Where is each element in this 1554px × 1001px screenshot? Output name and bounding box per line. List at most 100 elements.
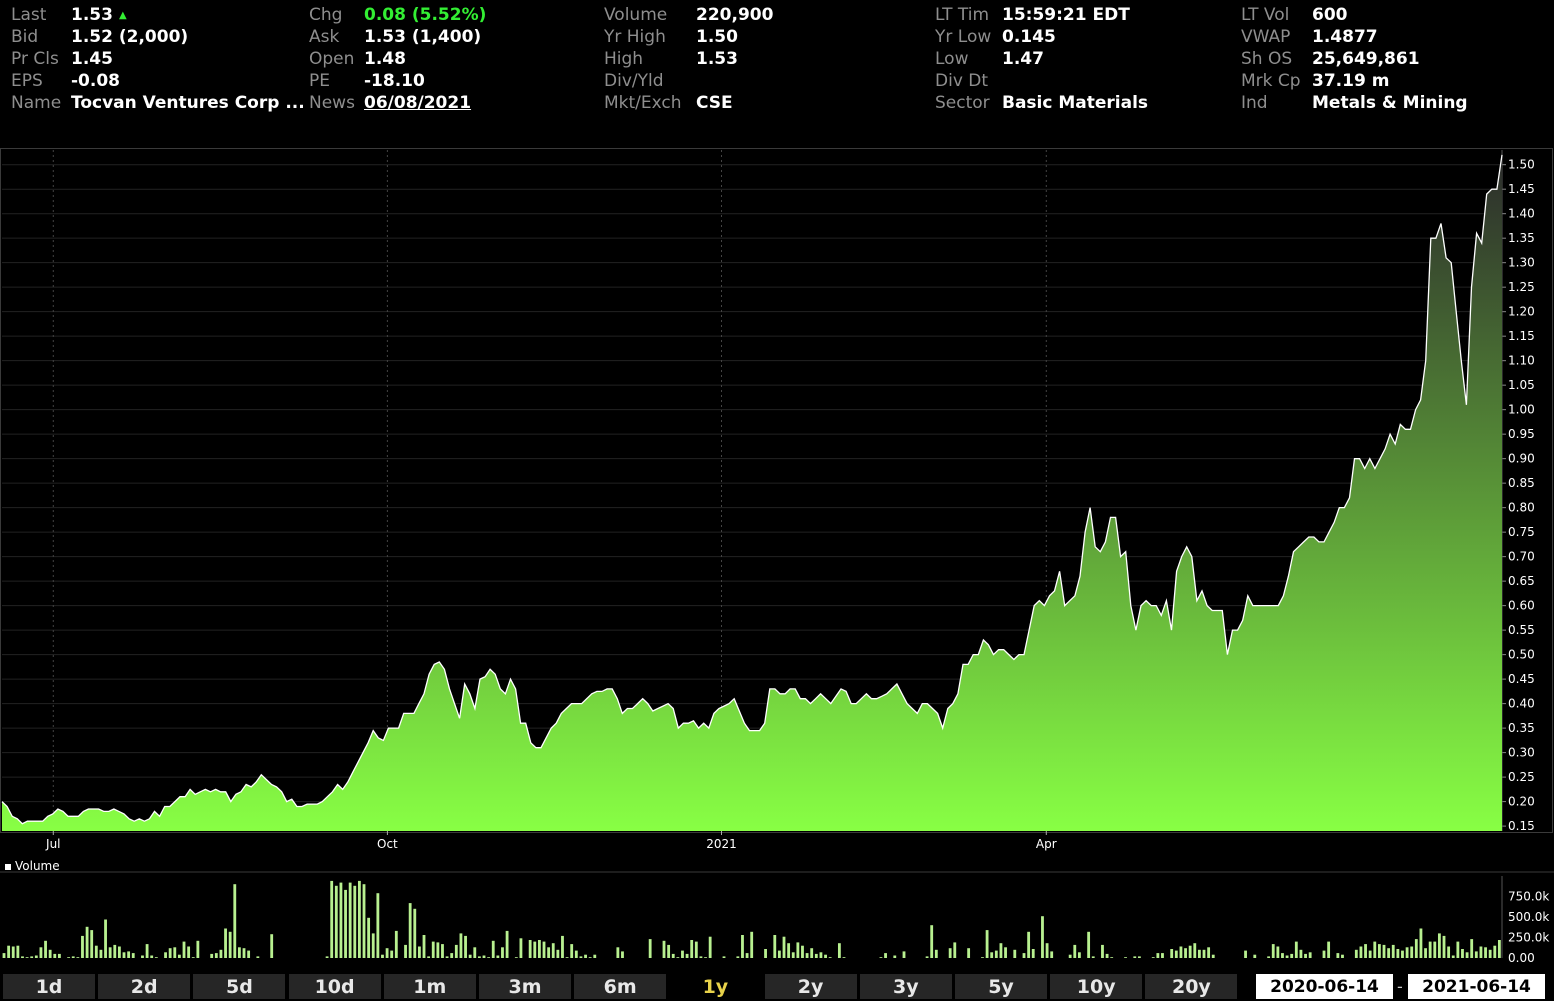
range-button-2y[interactable]: 2y bbox=[764, 974, 857, 999]
volume-bar bbox=[773, 935, 777, 958]
x-tick-label: 2021 bbox=[706, 837, 737, 851]
volume-bar bbox=[1077, 952, 1081, 958]
volume-bar bbox=[1382, 944, 1386, 958]
quote-value: CSE bbox=[696, 93, 733, 113]
volume-bar bbox=[1105, 953, 1109, 958]
volume-bar bbox=[1022, 953, 1026, 958]
quote-market-cap: Mrk Cp 37.19 m bbox=[1241, 70, 1541, 92]
volume-bar bbox=[741, 935, 744, 958]
range-toolbar: 1d 2d 5d 10d 1m 3m 6m 1y 2y 3y 5y 10y 20y 2020-06-14-… bbox=[0, 974, 1554, 999]
volume-bar bbox=[551, 943, 555, 958]
volume-bar bbox=[588, 957, 592, 958]
range-button-3m[interactable]: 3m bbox=[479, 974, 571, 999]
volume-bar bbox=[662, 940, 666, 958]
volume-bar bbox=[1373, 941, 1377, 958]
range-button-10d[interactable]: 10d bbox=[288, 974, 381, 999]
volume-bar bbox=[196, 940, 200, 958]
quote-label: Chg bbox=[309, 5, 343, 25]
price-area bbox=[2, 154, 1502, 831]
quote-label: Low bbox=[935, 49, 969, 69]
volume-legend-swatch bbox=[5, 864, 11, 870]
range-button-20y[interactable]: 20y bbox=[1145, 974, 1238, 999]
volume-bar bbox=[999, 943, 1003, 958]
range-button-3y[interactable]: 3y bbox=[859, 974, 952, 999]
range-button-1m[interactable]: 1m bbox=[383, 974, 476, 999]
volume-bar bbox=[385, 948, 389, 958]
volume-bar bbox=[1410, 946, 1414, 958]
quote-ask: Ask 1.53 (1,400) bbox=[309, 26, 589, 48]
volume-bar bbox=[570, 944, 574, 958]
volume-bar bbox=[348, 882, 352, 958]
y-tick-label: 1.25 bbox=[1508, 280, 1535, 294]
volume-bar bbox=[1484, 947, 1487, 958]
volume-bar bbox=[736, 956, 740, 958]
quote-col-5: LT Vol 600 VWAP 1.4877 Sh OS 25,649,861 Mrk… bbox=[1241, 4, 1541, 114]
volume-bar bbox=[777, 950, 781, 958]
volume-bar bbox=[127, 951, 131, 958]
volume-chart[interactable]: Volume 0.00 250.0k 500.0k 750.0k bbox=[0, 858, 1554, 968]
range-button-2d[interactable]: 2d bbox=[98, 974, 191, 999]
volume-bar bbox=[1110, 957, 1114, 958]
quote-last-trade-volume: LT Vol 600 bbox=[1241, 4, 1541, 26]
volume-bar bbox=[30, 956, 34, 958]
volume-bar bbox=[1308, 952, 1312, 958]
volume-bar bbox=[648, 939, 652, 958]
volume-bar bbox=[708, 936, 712, 958]
volume-bar bbox=[810, 948, 814, 958]
volume-bar bbox=[1447, 946, 1451, 958]
quote-value: 1.47 bbox=[1002, 49, 1044, 69]
quote-col-2: Chg 0.08 (5.52%) Ask 1.53 (1,400) Open 1.48… bbox=[309, 4, 589, 114]
volume-bar bbox=[1276, 946, 1280, 958]
price-chart[interactable]: 0.15 0.20 0.25 0.30 0.35 0.40 0.45 0.50 0.55 0.60… bbox=[0, 148, 1554, 858]
volume-bar bbox=[233, 884, 237, 958]
volume-bar bbox=[150, 955, 154, 958]
quote-header: Last 1.53 ▲ Bid 1.52 (2,000) Pr Cls 1.45 EPS… bbox=[0, 0, 1554, 130]
volume-bar bbox=[242, 948, 246, 958]
range-button-10y[interactable]: 10y bbox=[1050, 974, 1143, 999]
volume-bar bbox=[616, 947, 620, 958]
volume-bar bbox=[699, 956, 703, 958]
y-tick-label: 1.15 bbox=[1508, 329, 1535, 343]
volume-bar bbox=[431, 941, 435, 958]
volume-bar bbox=[1294, 941, 1298, 958]
quote-value: 1.52 (2,000) bbox=[71, 27, 189, 47]
volume-bar bbox=[131, 953, 135, 958]
quote-label: Div/Yld bbox=[604, 71, 664, 91]
company-name: Tocvan Ventures Corp ... bbox=[71, 93, 305, 113]
range-button-5d[interactable]: 5d bbox=[193, 974, 286, 999]
volume-bar bbox=[1013, 949, 1017, 958]
volume-bar bbox=[1304, 953, 1307, 958]
news-date-link[interactable]: 06/08/2021 bbox=[364, 93, 472, 113]
range-button-5y[interactable]: 5y bbox=[955, 974, 1047, 999]
quote-value: 220,900 bbox=[696, 5, 774, 25]
y-tick-label: 0.80 bbox=[1508, 501, 1535, 515]
up-arrow-icon: ▲ bbox=[118, 10, 127, 21]
quote-label: Yr High bbox=[604, 27, 666, 47]
volume-bar bbox=[99, 949, 103, 958]
volume-bar bbox=[482, 955, 486, 958]
quote-col-3: Volume 220,900 Yr High 1.50 High 1.53 Div/Y… bbox=[604, 4, 914, 114]
volume-bar bbox=[67, 957, 71, 958]
range-button-6m[interactable]: 6m bbox=[574, 974, 667, 999]
volume-bar bbox=[584, 954, 587, 958]
volume-bar bbox=[1170, 949, 1174, 958]
volume-bar bbox=[1267, 956, 1271, 958]
volume-bar bbox=[1456, 941, 1460, 958]
volume-bar bbox=[1174, 950, 1178, 958]
volume-bar bbox=[1004, 947, 1007, 958]
volume-bar bbox=[828, 957, 832, 958]
quote-value: 1.50 bbox=[696, 27, 738, 47]
date-from-input[interactable]: 2020-06-14 bbox=[1256, 974, 1393, 999]
range-button-1d[interactable]: 1d bbox=[3, 974, 95, 999]
volume-bar bbox=[1424, 948, 1427, 958]
volume-bar bbox=[376, 893, 380, 958]
range-button-1y[interactable]: 1y bbox=[669, 974, 762, 999]
volume-bar bbox=[390, 950, 394, 958]
volume-bar bbox=[219, 949, 223, 958]
volume-bar bbox=[1354, 949, 1358, 958]
x-tick-label: Jul bbox=[45, 837, 60, 851]
volume-bar bbox=[621, 951, 624, 958]
date-to-input[interactable]: 2021-06-14 bbox=[1408, 974, 1545, 999]
volume-bar bbox=[145, 944, 149, 958]
quote-value: Basic Materials bbox=[1002, 93, 1149, 113]
